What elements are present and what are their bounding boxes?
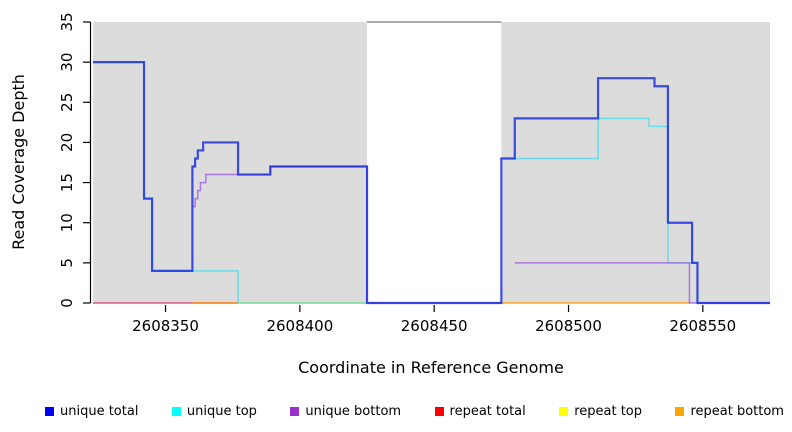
x-tick-label: 2608550 [669,317,736,335]
legend: unique total unique top unique bottom repea… [45,400,784,422]
legend-item-unique-total: unique total [45,404,138,419]
legend-label: unique total [60,403,139,419]
series-lines [93,61,770,305]
x-axis: 2608350 2608400 2608450 2608500 2608550 [132,305,736,335]
masked-region [367,21,502,303]
legend-label: unique bottom [305,403,402,419]
legend-swatch-icon [45,406,54,416]
y-tick-label: 10 [58,213,76,232]
y-tick-label: 25 [58,93,76,112]
legend-swatch-icon [434,406,444,416]
legend-item-repeat-bottom: repeat bottom [675,404,784,419]
legend-swatch-icon [171,406,181,416]
legend-label: unique top [186,403,257,419]
y-tick-label: 0 [58,298,76,308]
legend-item-repeat-top: repeat top [559,404,642,419]
legend-swatch-icon [559,406,569,416]
x-tick-label: 2608350 [132,317,199,335]
legend-swatch-icon [675,406,685,416]
y-axis-title: Read Coverage Depth [9,74,28,250]
y-tick-label: 20 [58,133,76,152]
legend-item-unique-bottom: unique bottom [290,404,401,419]
legend-swatch-icon [290,406,300,416]
y-tick-label: 30 [58,53,76,72]
series-line-unique-total [93,61,770,305]
y-tick-label: 15 [58,173,76,192]
legend-label: repeat top [574,403,642,419]
legend-item-repeat-total: repeat total [434,403,526,419]
y-tick-label: 5 [58,258,76,268]
x-tick-label: 2608500 [535,317,602,335]
legend-item-unique-top: unique top [171,403,257,419]
y-tick-label: 35 [58,12,76,31]
x-axis-title: Coordinate in Reference Genome [298,358,564,377]
x-tick-label: 2608400 [266,317,333,335]
legend-label: repeat bottom [690,403,784,419]
legend-label: repeat total [449,403,526,419]
x-tick-label: 2608450 [401,317,468,335]
y-axis: 0 5 10 15 20 25 30 35 [58,12,92,308]
